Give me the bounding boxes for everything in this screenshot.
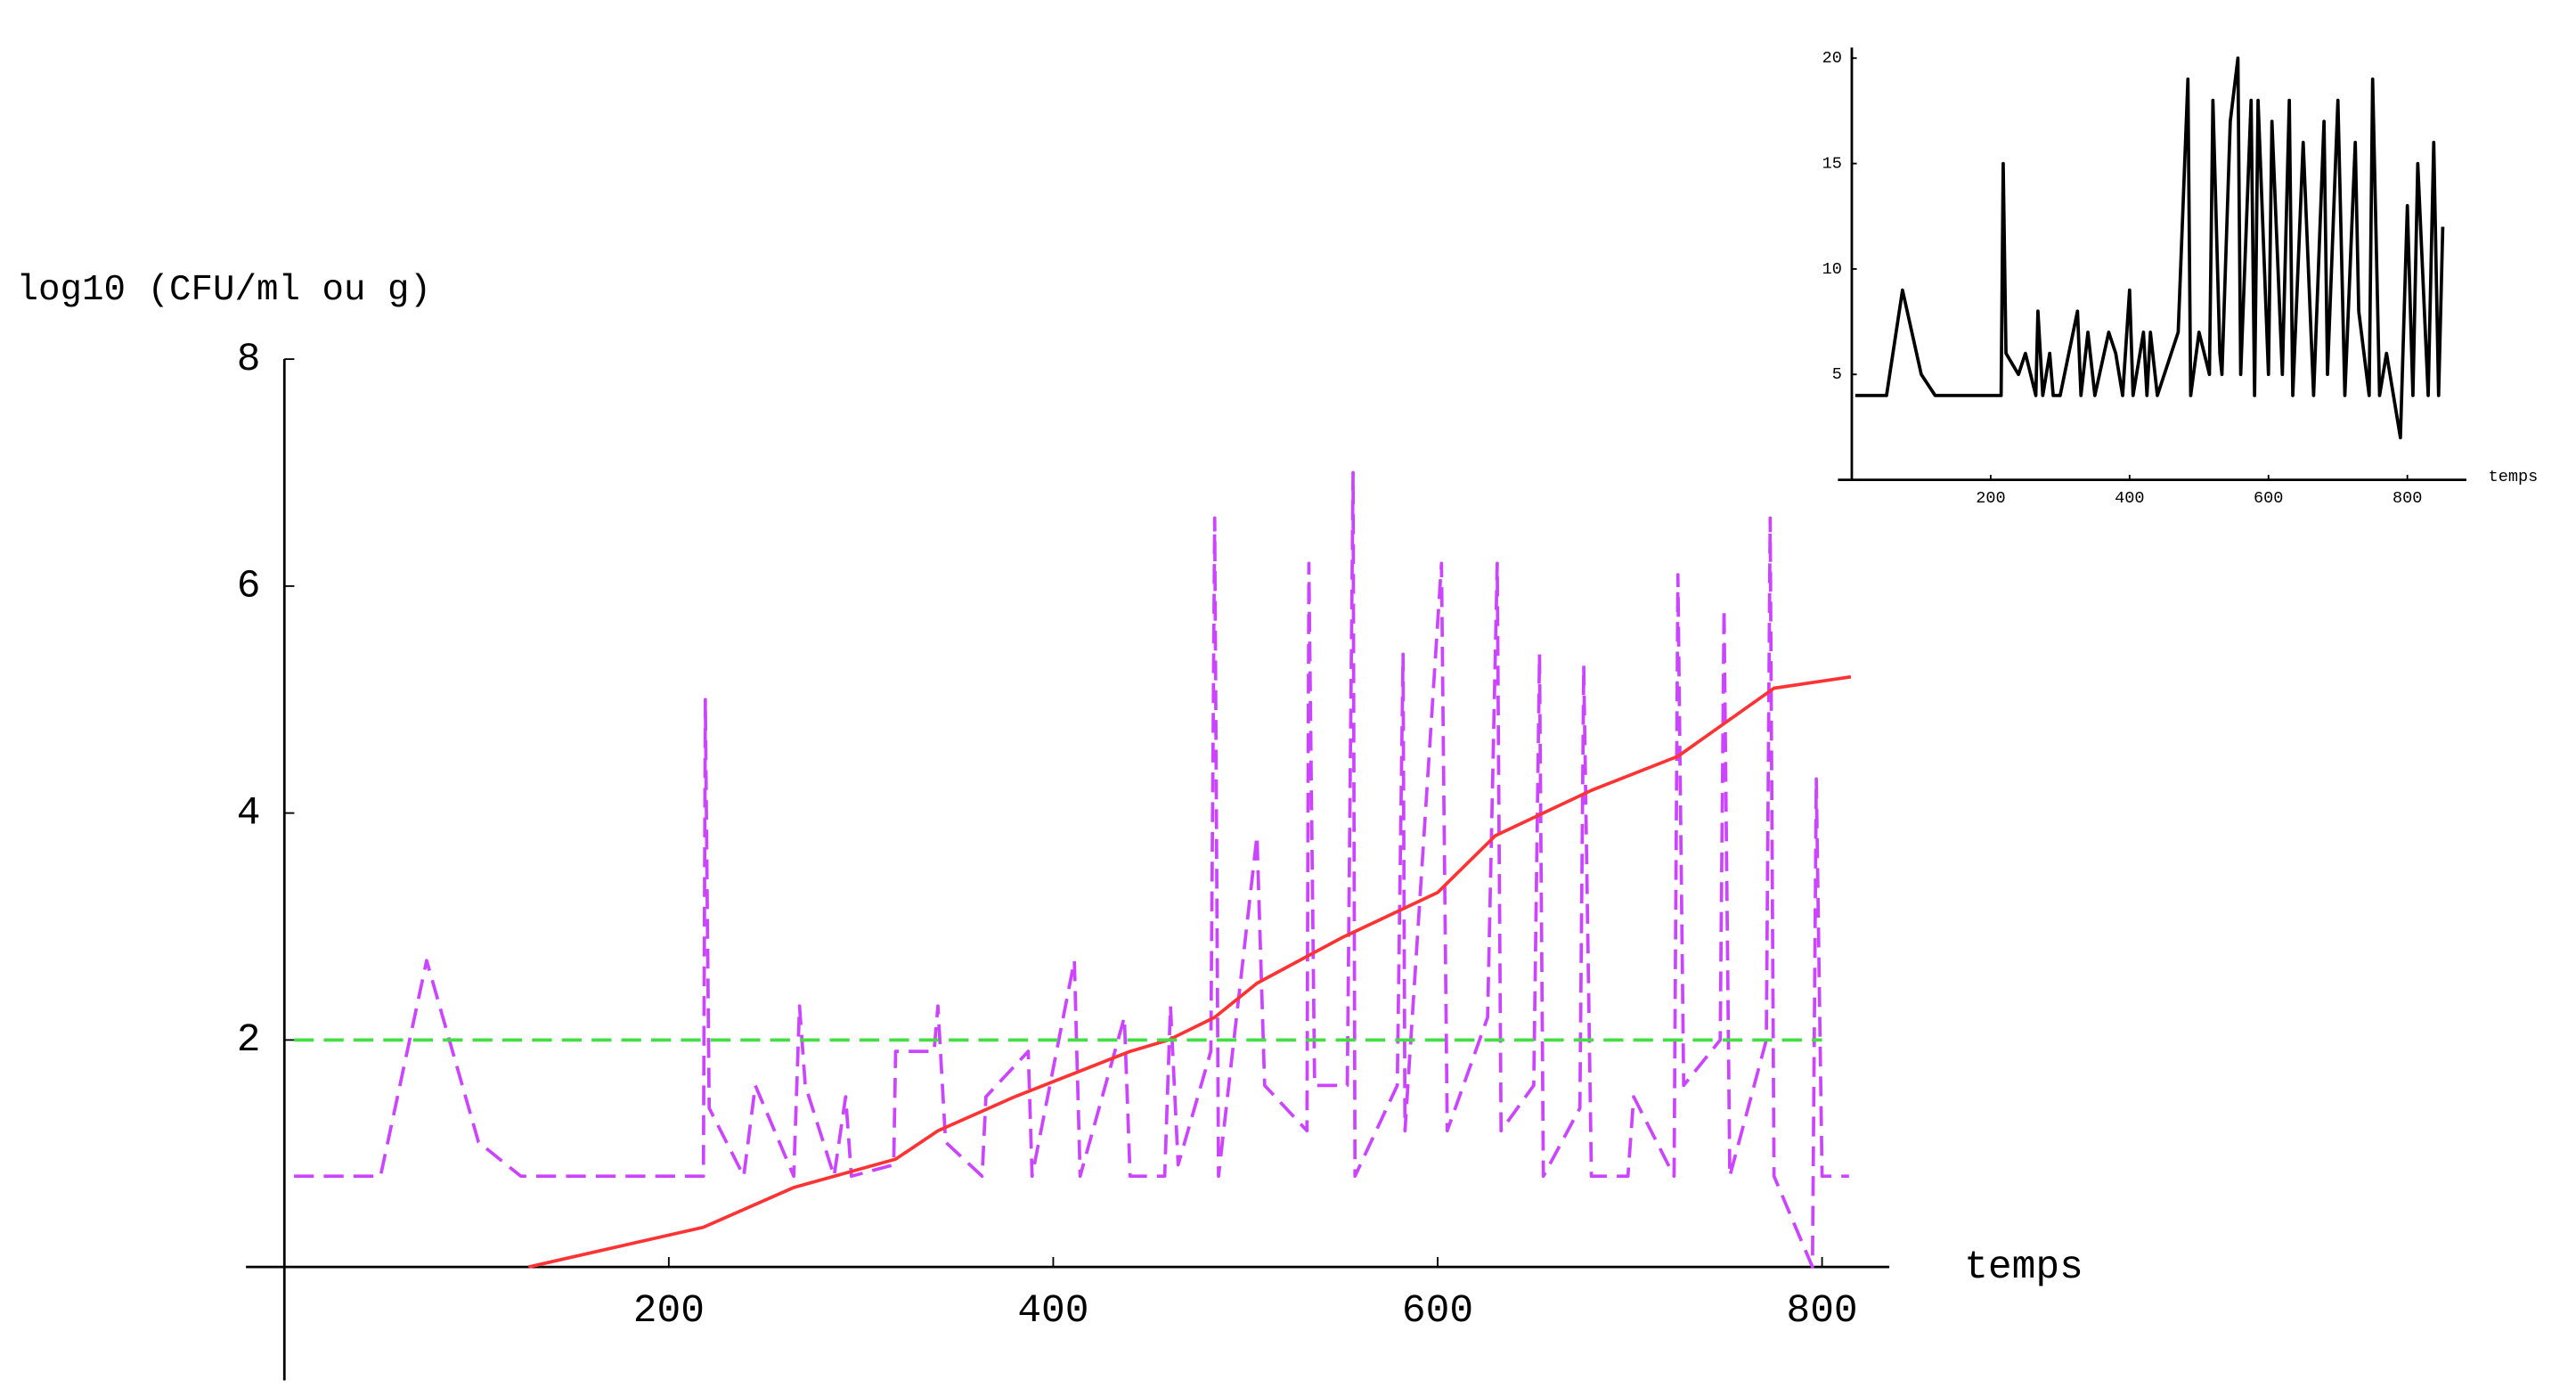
x-tick-label: 200 bbox=[1976, 489, 2005, 508]
y-axis-label: log10 (CFU/ml ou g) bbox=[17, 270, 432, 311]
y-tick-label: 2 bbox=[237, 1018, 261, 1063]
x-tick-label: 400 bbox=[1017, 1289, 1088, 1334]
series-line bbox=[294, 470, 1849, 1270]
series-line bbox=[1855, 56, 2445, 440]
x-tick-label: 600 bbox=[2254, 489, 2283, 508]
x-tick-label: 200 bbox=[633, 1289, 705, 1334]
x-tick-label: 600 bbox=[1402, 1289, 1473, 1334]
y-tick-label: 8 bbox=[237, 338, 261, 382]
y-tick-label: 10 bbox=[1822, 260, 1842, 279]
x-axis-label: temps bbox=[1964, 1245, 2083, 1290]
x-axis-label: temps bbox=[2489, 468, 2539, 486]
y-tick-label: 15 bbox=[1822, 154, 1842, 173]
y-tick-label: 5 bbox=[1832, 365, 1842, 384]
x-tick-label: 800 bbox=[2393, 489, 2422, 508]
series-line bbox=[527, 674, 1852, 1269]
x-tick-label: 800 bbox=[1786, 1289, 1857, 1334]
x-tick-label: 400 bbox=[2115, 489, 2144, 508]
y-tick-label: 6 bbox=[237, 565, 261, 609]
y-tick-label: 20 bbox=[1822, 49, 1842, 68]
y-tick-label: 4 bbox=[237, 791, 261, 836]
